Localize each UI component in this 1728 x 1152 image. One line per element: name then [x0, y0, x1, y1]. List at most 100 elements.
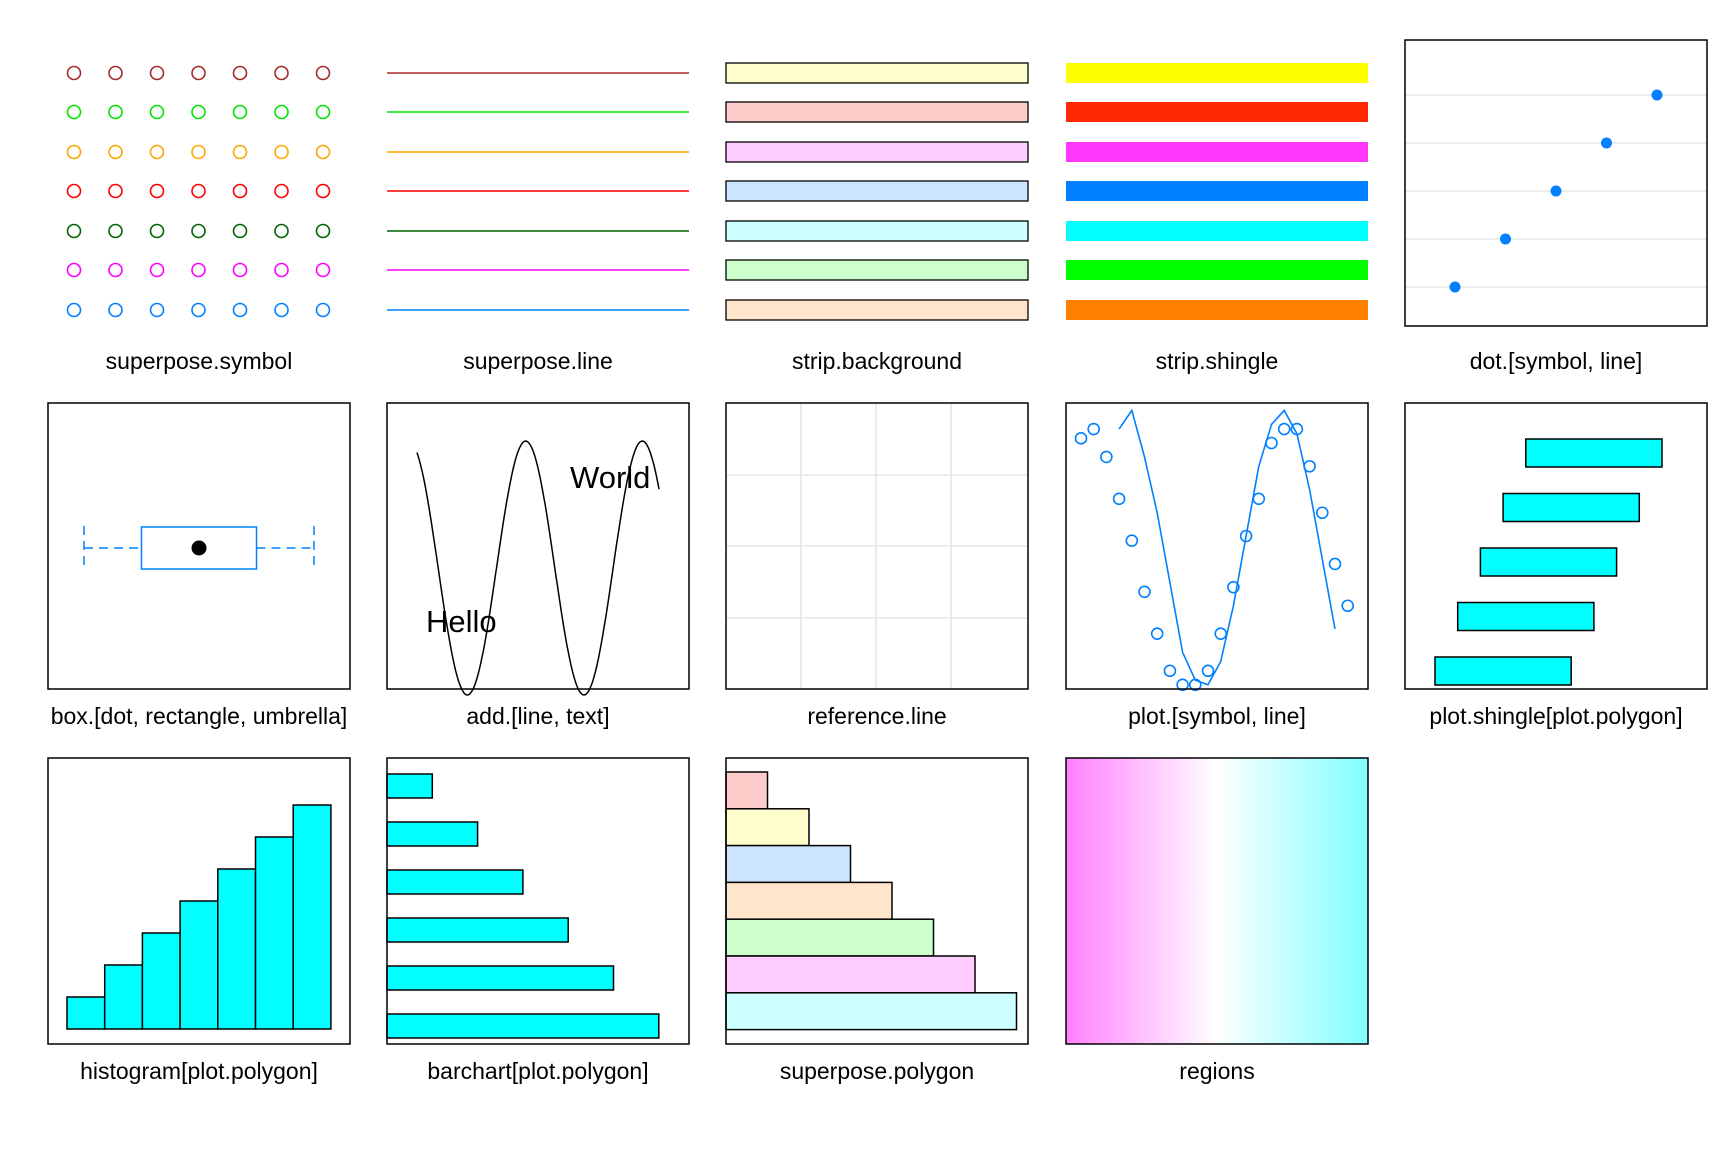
dot-point	[1651, 89, 1663, 101]
label-dot-symbol-line: dot.[symbol, line]	[1470, 348, 1643, 374]
plot-symbol	[1316, 506, 1329, 520]
plot-symbol	[1189, 678, 1202, 692]
plot-symbol	[1150, 627, 1164, 640]
symbol-point	[66, 223, 82, 239]
strip-shingle-bar	[1066, 260, 1368, 280]
superpose-polygon-bar	[725, 808, 810, 847]
plot-symbol	[1176, 678, 1189, 692]
symbol-point	[315, 104, 331, 120]
symbol-point	[232, 183, 248, 199]
superpose-polygon-bar	[725, 771, 769, 810]
plot-symbol	[1138, 585, 1151, 599]
plot-symbol	[1303, 459, 1316, 473]
dot-point	[1500, 233, 1511, 245]
panel-frame	[1404, 402, 1708, 690]
label-box: box.[dot, rectangle, umbrella]	[51, 703, 348, 729]
strip-shingle-bar	[1066, 300, 1368, 320]
symbol-point	[274, 104, 289, 120]
strip-background-bar	[725, 259, 1029, 281]
barchart-bar	[386, 917, 569, 943]
symbol-point	[66, 144, 82, 160]
symbol-point	[149, 144, 165, 160]
symbol-point	[149, 104, 165, 120]
symbol-point	[274, 183, 289, 199]
plot-line	[1118, 408, 1336, 686]
plot-symbol	[1328, 557, 1342, 571]
symbol-point	[191, 302, 206, 318]
plot-symbol	[1100, 450, 1113, 464]
symbol-point	[66, 302, 82, 318]
superpose-polygon-bar	[725, 918, 935, 957]
histogram-bar	[179, 900, 219, 1030]
symbol-point	[191, 65, 206, 81]
label-histogram: histogram[plot.polygon]	[80, 1058, 318, 1084]
dot-point	[1449, 281, 1461, 293]
box-median-dot	[191, 540, 207, 556]
dot-point	[1550, 185, 1562, 197]
plot-symbol	[1277, 422, 1291, 436]
panel-regions	[1065, 757, 1369, 1045]
symbol-point	[232, 302, 248, 318]
shingle-bar	[1479, 547, 1618, 577]
symbol-point	[232, 104, 248, 120]
panel-box-dot-rectangle-umbrella	[47, 402, 351, 690]
superpose-polygon-bar	[725, 844, 852, 884]
symbol-point	[66, 65, 82, 81]
symbol-point	[149, 65, 165, 81]
panel-frame	[47, 402, 351, 690]
symbol-point	[274, 144, 289, 160]
barchart-bar	[386, 773, 434, 799]
plot-symbol	[1125, 534, 1139, 547]
label-superpose-symbol: superpose.symbol	[106, 348, 293, 374]
symbol-point	[149, 302, 165, 318]
strip-background-bar	[725, 220, 1029, 242]
symbol-point	[232, 223, 248, 239]
shingle-bar	[1502, 492, 1641, 523]
superpose-polygon-bar	[725, 881, 893, 920]
symbol-point	[315, 65, 331, 81]
barchart-bar	[386, 965, 615, 991]
plot-symbol	[1112, 492, 1126, 506]
symbol-point	[108, 104, 123, 120]
barchart-bar	[386, 869, 524, 895]
plot-symbol	[1239, 529, 1253, 543]
label-regions: regions	[1179, 1058, 1254, 1084]
panel-frame	[1404, 39, 1708, 327]
histogram-bar	[217, 868, 257, 1030]
panel-add-line-text: Hello World	[386, 402, 690, 696]
histogram-bar	[103, 964, 144, 1030]
panel-superpose-line	[387, 72, 689, 311]
symbol-point	[149, 183, 165, 199]
symbol-point	[274, 223, 289, 239]
panel-histogram-polygon	[47, 757, 351, 1045]
panel-superpose-symbol	[66, 65, 331, 318]
panel-barchart-polygon	[386, 757, 690, 1045]
strip-shingle-bar	[1066, 181, 1368, 201]
symbol-point	[149, 223, 165, 239]
plot-symbol	[1074, 432, 1088, 445]
symbol-point	[191, 104, 206, 120]
label-superpose-line: superpose.line	[463, 348, 613, 374]
plot-symbol	[1341, 599, 1354, 613]
plot-symbol	[1163, 664, 1177, 678]
plot-symbol	[1290, 422, 1304, 436]
plot-symbol	[1227, 580, 1240, 594]
strip-shingle-bar	[1066, 142, 1368, 162]
histogram-bar	[66, 996, 106, 1030]
sine-line	[416, 440, 660, 696]
symbol-point	[315, 183, 331, 199]
panel-superpose-polygon	[725, 757, 1029, 1045]
label-add-line-text: add.[line, text]	[466, 703, 609, 729]
symbol-point	[232, 262, 248, 278]
symbol-point	[274, 65, 289, 81]
label-plot-shingle: plot.shingle[plot.polygon]	[1429, 703, 1682, 729]
symbol-point	[232, 144, 248, 160]
strip-shingle-bar	[1066, 221, 1368, 241]
plot-symbol	[1252, 492, 1266, 506]
panel-strip-shingle	[1066, 63, 1368, 320]
box-rectangle	[140, 526, 258, 570]
label-reference-line: reference.line	[807, 703, 946, 729]
label-superpose-polygon: superpose.polygon	[780, 1058, 974, 1084]
symbol-point	[66, 262, 82, 278]
